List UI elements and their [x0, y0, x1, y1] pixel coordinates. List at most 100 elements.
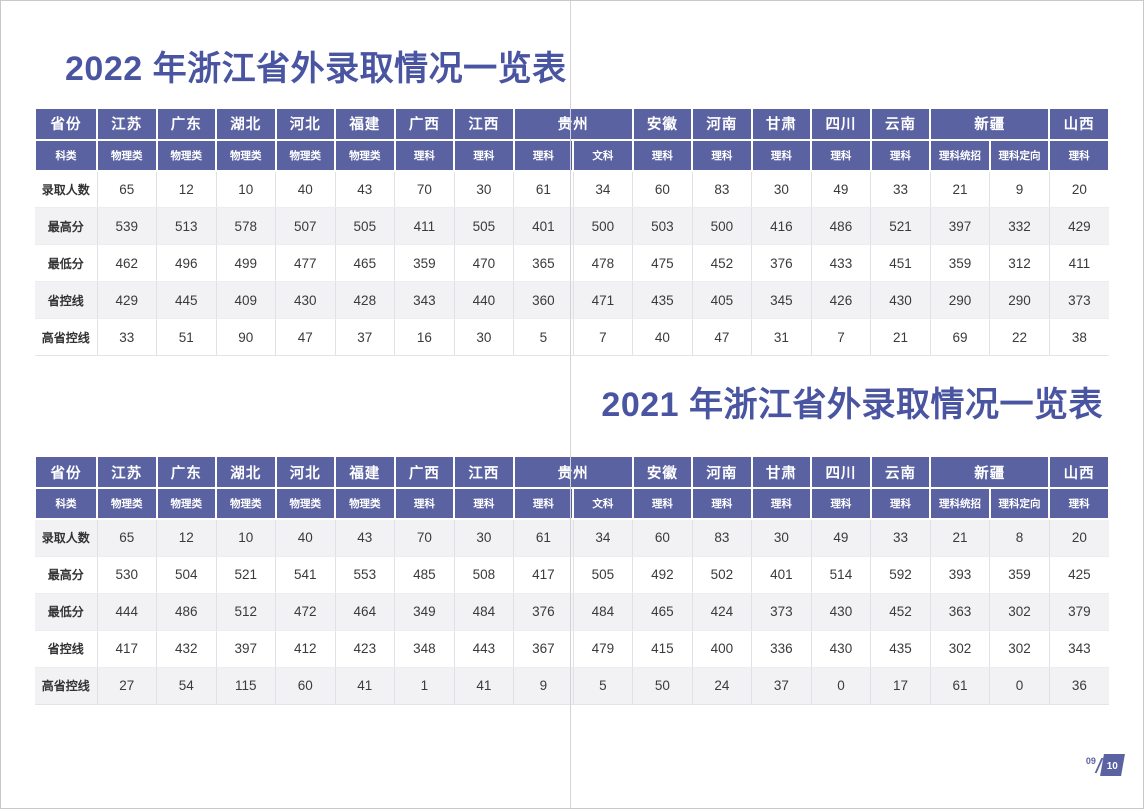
data-cell: 499 [216, 244, 277, 283]
table-row: 省控线 417 432 397 412 423 348 443 367 479 415 400 336 4… [35, 630, 1109, 668]
subject-header-cell: 理科 [631, 138, 694, 172]
province-header-cell: 江苏 [96, 106, 158, 141]
subject-header-cell: 理科 [750, 138, 813, 172]
subject-header-cell: 物理类 [96, 487, 158, 521]
data-cell: 33 [870, 519, 931, 557]
data-cell: 5 [573, 667, 634, 705]
data-cell: 521 [870, 207, 931, 246]
data-cell: 290 [989, 281, 1050, 320]
data-cell: 435 [870, 630, 931, 668]
province-header-cell: 江苏 [96, 455, 158, 490]
province-header-cell: 新疆 [929, 106, 1051, 141]
data-cell: 24 [692, 667, 753, 705]
table-row: 省控线 429 445 409 430 428 343 440 360 471 435 405 345 4… [35, 281, 1109, 320]
data-cell: 21 [870, 318, 931, 357]
data-cell: 43 [335, 519, 396, 557]
province-header-row: 省份 江苏 广东 湖北 河北 福建 广西 江西 贵州 安徽 河南 甘肃 四川 云南 新疆 山西 [34, 455, 1110, 490]
data-cell: 83 [692, 170, 753, 209]
data-cell: 430 [811, 630, 872, 668]
data-cell: 359 [989, 556, 1050, 594]
row-label: 最高分 [35, 207, 98, 246]
data-cell: 376 [751, 244, 812, 283]
data-cell: 332 [989, 207, 1050, 246]
data-cell: 40 [632, 318, 693, 357]
province-header-cell: 山西 [1048, 106, 1110, 141]
subject-header-cell: 理科 [393, 138, 456, 172]
data-cell: 440 [454, 281, 515, 320]
data-cell: 20 [1049, 519, 1109, 557]
data-cell: 10 [216, 170, 277, 209]
data-cell: 432 [156, 630, 217, 668]
province-header-cell: 新疆 [929, 455, 1051, 490]
data-cell: 47 [692, 318, 753, 357]
subject-header-cell: 理科统招 [929, 487, 991, 521]
data-cell: 400 [692, 630, 753, 668]
subject-header-cell: 理科 [453, 487, 515, 521]
data-cell: 65 [97, 170, 158, 209]
province-header-cell: 山西 [1048, 455, 1110, 490]
province-header-cell: 河北 [274, 106, 337, 141]
data-cell: 21 [930, 519, 991, 557]
data-cell: 411 [1049, 244, 1109, 283]
data-cell: 462 [97, 244, 158, 283]
data-cell: 505 [335, 207, 396, 246]
data-cell: 363 [930, 593, 991, 631]
data-cell: 36 [1049, 667, 1109, 705]
data-cell: 430 [811, 593, 872, 631]
data-cell: 9 [513, 667, 574, 705]
province-header-cell: 贵州 [512, 455, 634, 490]
data-cell: 472 [275, 593, 336, 631]
province-header-cell: 河北 [274, 455, 337, 490]
subject-header-row: 科类 物理类 物理类 物理类 物理类 物理类 理科 理科 理科 文科 理科 理科 理科 理科 理科 理科统招理… [34, 138, 1110, 172]
data-cell: 0 [811, 667, 872, 705]
subject-header-cell: 物理类 [274, 138, 337, 172]
data-cell: 31 [751, 318, 812, 357]
subject-header-cell: 理科 [691, 487, 753, 521]
data-cell: 485 [394, 556, 455, 594]
data-cell: 70 [394, 170, 455, 209]
data-cell: 486 [156, 593, 217, 631]
table-2021-title: 2021 年浙江省外录取情况一览表 [601, 386, 1103, 425]
province-header-cell: 甘肃 [750, 106, 813, 141]
subject-header-cell: 理科 [691, 138, 753, 172]
subject-header-cell: 理科 [512, 138, 575, 172]
subject-header-cell: 理科 [869, 138, 932, 172]
data-cell: 367 [513, 630, 574, 668]
data-cell: 379 [1049, 593, 1109, 631]
subject-header-cell: 理科 [869, 487, 932, 521]
province-header-cell: 安徽 [631, 455, 694, 490]
province-header-cell: 广东 [155, 106, 218, 141]
data-cell: 302 [989, 593, 1050, 631]
data-cell: 435 [632, 281, 693, 320]
data-cell: 479 [573, 630, 634, 668]
data-cell: 61 [930, 667, 991, 705]
data-cell: 443 [454, 630, 515, 668]
data-cell: 348 [394, 630, 455, 668]
data-cell: 514 [811, 556, 872, 594]
data-cell: 475 [632, 244, 693, 283]
data-cell: 429 [97, 281, 158, 320]
data-cell: 41 [454, 667, 515, 705]
data-cell: 430 [870, 281, 931, 320]
corner-subject-header: 科类 [34, 138, 98, 172]
province-header-cell: 云南 [869, 455, 932, 490]
subject-header-cell: 物理类 [334, 138, 396, 172]
data-cell: 33 [870, 170, 931, 209]
province-header-cell: 广西 [393, 455, 456, 490]
row-label: 省控线 [35, 281, 98, 320]
table-row: 录取人数 65 12 10 40 43 70 30 61 34 60 83 30 49 33 21 9 20 [35, 170, 1109, 209]
data-cell: 508 [454, 556, 515, 594]
data-cell: 513 [156, 207, 217, 246]
data-cell: 1 [394, 667, 455, 705]
data-cell: 484 [573, 593, 634, 631]
data-cell: 464 [335, 593, 396, 631]
data-cell: 417 [513, 556, 574, 594]
data-cell: 452 [692, 244, 753, 283]
data-cell: 578 [216, 207, 277, 246]
page-number-next: 10 [1106, 761, 1118, 772]
data-cell: 70 [394, 519, 455, 557]
row-label: 最高分 [35, 556, 98, 594]
data-cell: 38 [1049, 318, 1109, 357]
data-cell: 61 [513, 170, 574, 209]
